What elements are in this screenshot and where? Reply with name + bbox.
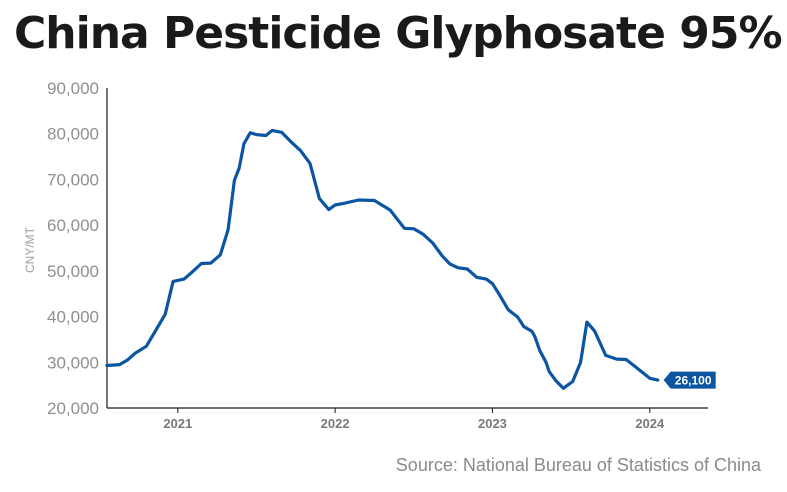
series-line <box>105 128 660 390</box>
y-tick-label: 70,000 <box>47 170 99 189</box>
y-tick-label: 20,000 <box>47 399 99 418</box>
x-tick-label: 2023 <box>478 416 507 431</box>
end-value-badge-shape <box>663 371 716 389</box>
y-tick-label: 30,000 <box>47 353 99 372</box>
y-tick-label: 90,000 <box>47 79 99 98</box>
x-tick-label: 2022 <box>321 416 350 431</box>
y-axis-label: CNY/MT <box>23 226 37 273</box>
y-axis-ticks: 20,000 30,000 40,000 50,000 60,000 70,000 80,0… <box>47 79 99 418</box>
y-tick-label: 50,000 <box>47 262 99 281</box>
page-title: China Pesticide Glyphosate 95% <box>14 8 783 59</box>
y-tick-label: 80,000 <box>47 125 99 144</box>
y-tick-label: 40,000 <box>47 308 99 327</box>
x-axis-ticks: 2021 2022 2023 2024 <box>163 408 665 431</box>
end-value-badge: 26,100 <box>663 371 716 389</box>
x-tick-label: 2021 <box>163 416 192 431</box>
x-tick-label: 2024 <box>635 416 665 431</box>
end-value-label: 26,100 <box>675 374 712 388</box>
source-note: Source: National Bureau of Statistics of… <box>395 455 761 475</box>
y-tick-label: 60,000 <box>47 216 99 235</box>
